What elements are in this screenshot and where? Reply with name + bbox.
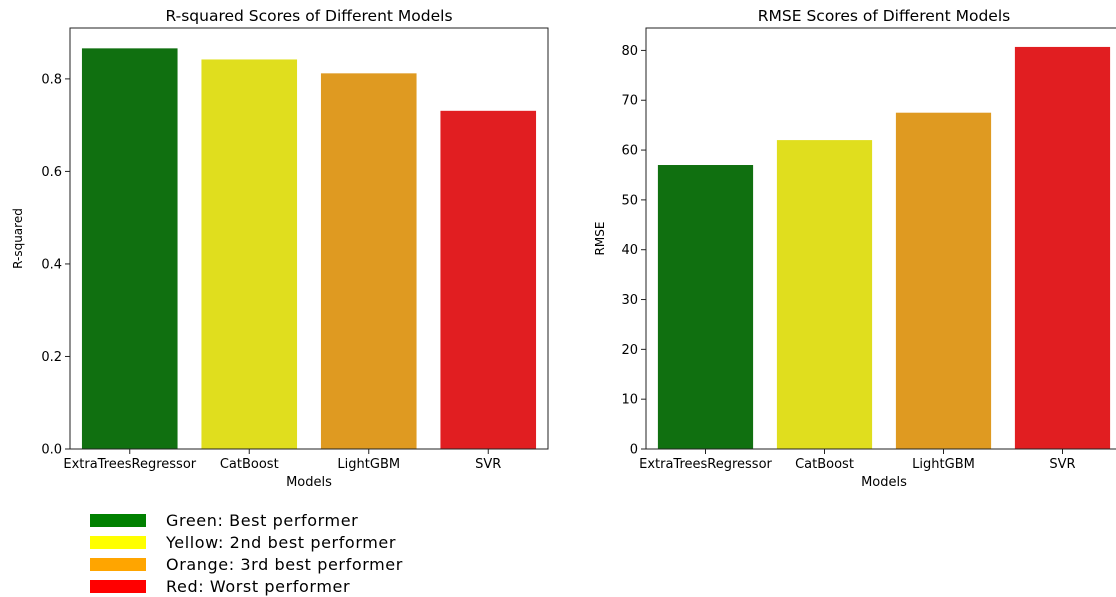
legend-swatch-orange (90, 557, 146, 571)
legend-item-green: Green: Best performer (90, 509, 403, 531)
legend-item-red: Red: Worst performer (90, 575, 403, 597)
legend-item-yellow: Yellow: 2nd best performer (90, 531, 403, 553)
x-axis-label: Models (861, 475, 907, 490)
y-axis-label: RMSE (593, 222, 607, 256)
y-tick-label: 0.8 (41, 72, 62, 87)
x-axis-label: Models (286, 475, 332, 490)
chart-title: R-squared Scores of Different Models (165, 7, 452, 25)
bar-extratreesregressor (657, 165, 754, 449)
plot-frame (645, 27, 1116, 450)
legend-swatch-yellow (90, 535, 146, 549)
y-tick-label: 0.2 (41, 350, 62, 365)
chart-title: RMSE Scores of Different Models (758, 7, 1010, 25)
y-tick-label: 80 (621, 44, 638, 59)
y-tick-label: 70 (621, 94, 638, 109)
y-axis-label: R-squared (11, 208, 25, 269)
legend-label-green: Green: Best performer (166, 510, 359, 530)
r-squared-chart: R-squared Scores of Different Models 0.0 0… (11, 7, 549, 490)
legend-label-orange: Orange: 3rd best performer (166, 554, 403, 574)
bar-catboost (776, 140, 873, 449)
y-tick-label: 0.4 (41, 257, 62, 272)
y-tick-label: 0.0 (41, 443, 62, 458)
x-tick-label: CatBoost (220, 457, 279, 472)
legend-label-yellow: Yellow: 2nd best performer (166, 532, 397, 552)
bar-lightgbm (895, 112, 992, 449)
y-tick-label: 0 (630, 443, 638, 458)
plot-frame (69, 27, 549, 450)
bar-svr (1014, 46, 1111, 449)
bar-catboost (201, 59, 298, 449)
rmse-chart: RMSE Scores of Different Models 0 10 20 30 40… (593, 7, 1116, 490)
x-tick-label: LightGBM (337, 457, 400, 472)
bar-extratreesregressor (81, 48, 178, 449)
y-tick-label: 30 (621, 293, 638, 308)
y-tick-label: 20 (621, 343, 638, 358)
x-tick-label: LightGBM (912, 457, 975, 472)
legend: Green: Best performer Yellow: 2nd best p… (90, 509, 403, 597)
bar-lightgbm (320, 73, 417, 449)
legend-swatch-green (90, 513, 146, 527)
x-tick-label: ExtraTreesRegressor (639, 457, 772, 472)
x-tick-label: SVR (1049, 457, 1075, 472)
x-tick-label: SVR (475, 457, 501, 472)
y-tick-label: 0.6 (41, 165, 62, 180)
x-tick-label: CatBoost (795, 457, 854, 472)
legend-label-red: Red: Worst performer (166, 576, 351, 596)
y-tick-label: 50 (621, 193, 638, 208)
y-tick-label: 10 (621, 393, 638, 408)
y-tick-label: 60 (621, 144, 638, 159)
legend-swatch-red (90, 579, 146, 593)
y-tick-label: 40 (621, 243, 638, 258)
bar-svr (440, 110, 537, 450)
x-tick-label: ExtraTreesRegressor (63, 457, 196, 472)
legend-item-orange: Orange: 3rd best performer (90, 553, 403, 575)
